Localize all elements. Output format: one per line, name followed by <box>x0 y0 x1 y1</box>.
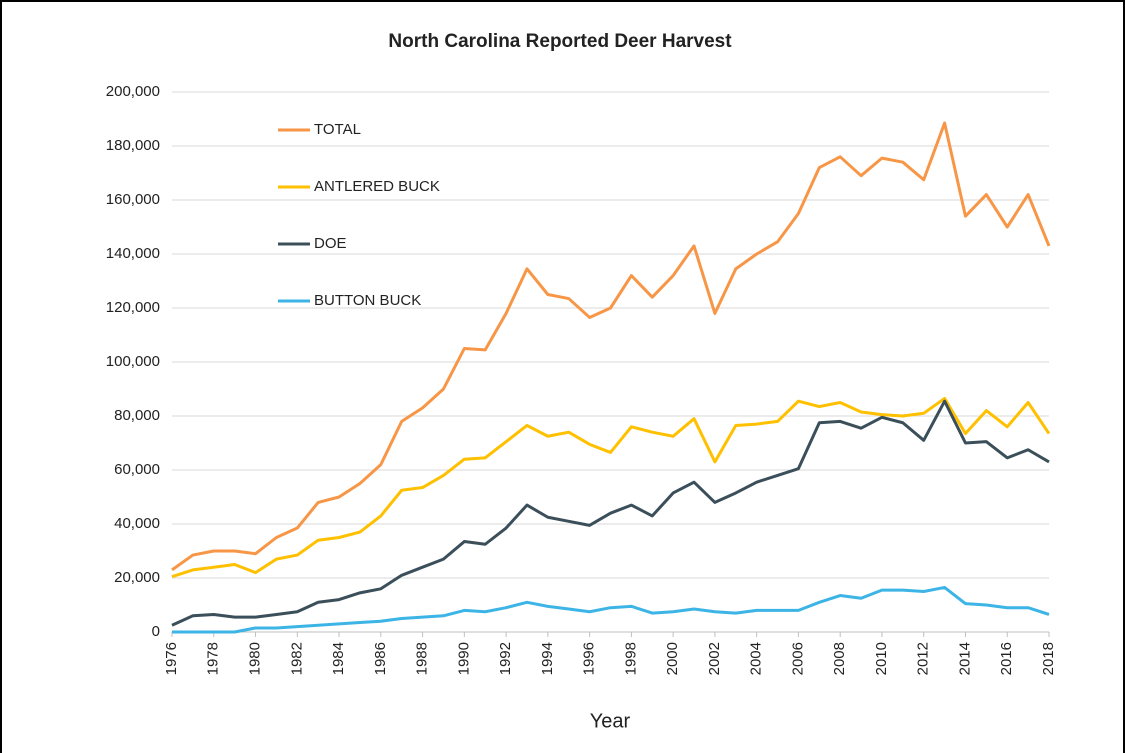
x-tick-label: 2002 <box>706 642 723 675</box>
x-tick-label: 1976 <box>163 642 180 675</box>
y-tick-label: 40,000 <box>114 515 160 532</box>
x-tick-label: 2010 <box>873 642 890 675</box>
x-tick-label: 2006 <box>789 642 806 675</box>
x-axis-label: Year <box>590 710 631 732</box>
legend-label: DOE <box>314 235 347 252</box>
y-tick-label: 200,000 <box>106 83 160 100</box>
series-line <box>171 121 1051 572</box>
x-tick-label: 1990 <box>455 642 472 675</box>
legend-label: TOTAL <box>314 121 361 138</box>
x-tick-label: 1986 <box>372 642 389 675</box>
x-tick-label: 1996 <box>581 642 598 675</box>
y-tick-label: 60,000 <box>114 461 160 478</box>
x-tick-label: 2016 <box>998 642 1015 675</box>
y-tick-label: 20,000 <box>114 569 160 586</box>
x-tick-label: 1980 <box>246 642 263 675</box>
y-tick-label: 160,000 <box>106 191 160 208</box>
series-line <box>171 399 1050 627</box>
y-tick-label: 100,000 <box>106 353 160 370</box>
x-tick-label: 2008 <box>831 642 848 675</box>
x-tick-label: 2012 <box>915 642 932 675</box>
y-tick-label: 180,000 <box>106 137 160 154</box>
x-tick-label: 1992 <box>497 642 514 675</box>
x-tick-label: 2014 <box>956 642 973 675</box>
legend-label: ANTLERED BUCK <box>314 178 440 195</box>
y-tick-label: 140,000 <box>106 245 160 262</box>
series-line <box>171 396 1051 579</box>
x-tick-label: 1988 <box>414 642 431 675</box>
series-line <box>172 585 1050 634</box>
x-tick-label: 1994 <box>539 642 556 675</box>
x-tick-label: 1984 <box>330 642 347 675</box>
y-tick-label: 0 <box>152 623 160 640</box>
x-tick-label: 2018 <box>1040 642 1057 675</box>
x-tick-label: 2004 <box>748 642 765 675</box>
y-tick-label: 120,000 <box>106 299 160 316</box>
chart-title: North Carolina Reported Deer Harvest <box>388 31 732 52</box>
x-tick-label: 1978 <box>205 642 222 675</box>
x-tick-label: 1998 <box>622 642 639 675</box>
y-tick-label: 80,000 <box>114 407 160 424</box>
legend-label: BUTTON BUCK <box>314 292 421 309</box>
x-tick-label: 1982 <box>288 642 305 675</box>
x-tick-label: 2000 <box>664 642 681 675</box>
